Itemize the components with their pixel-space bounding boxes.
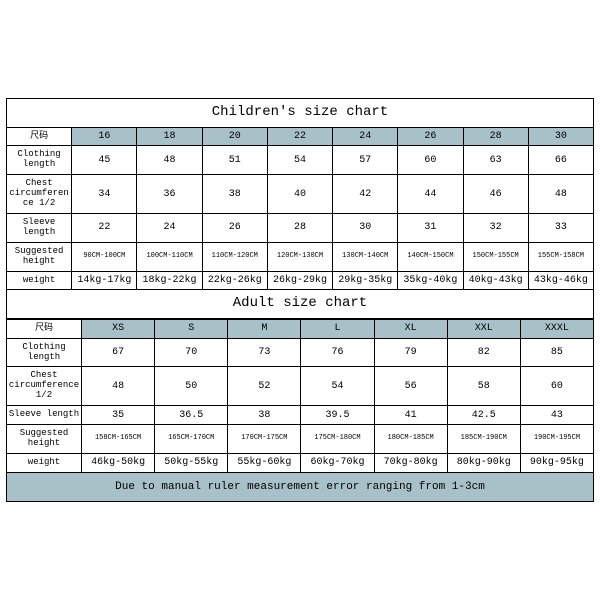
- row-label: Suggested height: [7, 425, 82, 454]
- table-row: Clothing length 4548515457606366: [7, 146, 594, 175]
- row-label: Chest circumference 1/2: [7, 175, 72, 214]
- children-size: 30: [528, 127, 593, 146]
- children-size-table: Children's size chart 尺码 16 18 20 22 24 …: [6, 98, 594, 319]
- children-size: 26: [398, 127, 463, 146]
- row-label: Chest circumference 1/2: [7, 367, 82, 406]
- children-size: 24: [333, 127, 398, 146]
- children-size: 22: [267, 127, 332, 146]
- table-row: Sleeve length 2224262830313233: [7, 213, 594, 242]
- adult-size: XS: [82, 319, 155, 338]
- children-size: 20: [202, 127, 267, 146]
- table-row: Chest circumference 1/2 3436384042444648: [7, 175, 594, 214]
- children-size: 18: [137, 127, 202, 146]
- row-label: Sleeve length: [7, 213, 72, 242]
- adult-size: XL: [374, 319, 447, 338]
- children-title: Children's size chart: [7, 99, 594, 127]
- adult-header-row: 尺码 XS S M L XL XXL XXXL: [7, 319, 594, 338]
- table-row: Sleeve length 3536.53839.54142.543: [7, 406, 594, 425]
- table-row: Clothing length 67707376798285: [7, 338, 594, 367]
- row-label: Clothing length: [7, 338, 82, 367]
- children-size: 28: [463, 127, 528, 146]
- adult-title: Adult size chart: [7, 290, 594, 318]
- adult-size-table: 尺码 XS S M L XL XXL XXXL Clothing length …: [6, 319, 594, 502]
- children-size-label: 尺码: [7, 127, 72, 146]
- adult-size: S: [155, 319, 228, 338]
- children-size: 16: [72, 127, 137, 146]
- row-label: weight: [7, 453, 82, 472]
- row-label: weight: [7, 271, 72, 290]
- measurement-note: Due to manual ruler measurement error ra…: [7, 472, 594, 501]
- row-label: Sleeve length: [7, 406, 82, 425]
- table-row: Chest circumference 1/2 48505254565860: [7, 367, 594, 406]
- table-row: weight 14kg-17kg18kg-22kg22kg-26kg26kg-2…: [7, 271, 594, 290]
- adult-size: XXL: [447, 319, 520, 338]
- adult-size: XXXL: [520, 319, 593, 338]
- adult-size: L: [301, 319, 374, 338]
- table-row: weight 46kg-50kg50kg-55kg55kg-60kg60kg-7…: [7, 453, 594, 472]
- children-header-row: 尺码 16 18 20 22 24 26 28 30: [7, 127, 594, 146]
- row-label: Clothing length: [7, 146, 72, 175]
- row-label: Suggested height: [7, 242, 72, 271]
- adult-size: M: [228, 319, 301, 338]
- table-row: Suggested height 90CM-100CM100CM-110CM11…: [7, 242, 594, 271]
- adult-size-label: 尺码: [7, 319, 82, 338]
- table-row: Suggested height 158CM-165CM165CM-170CM1…: [7, 425, 594, 454]
